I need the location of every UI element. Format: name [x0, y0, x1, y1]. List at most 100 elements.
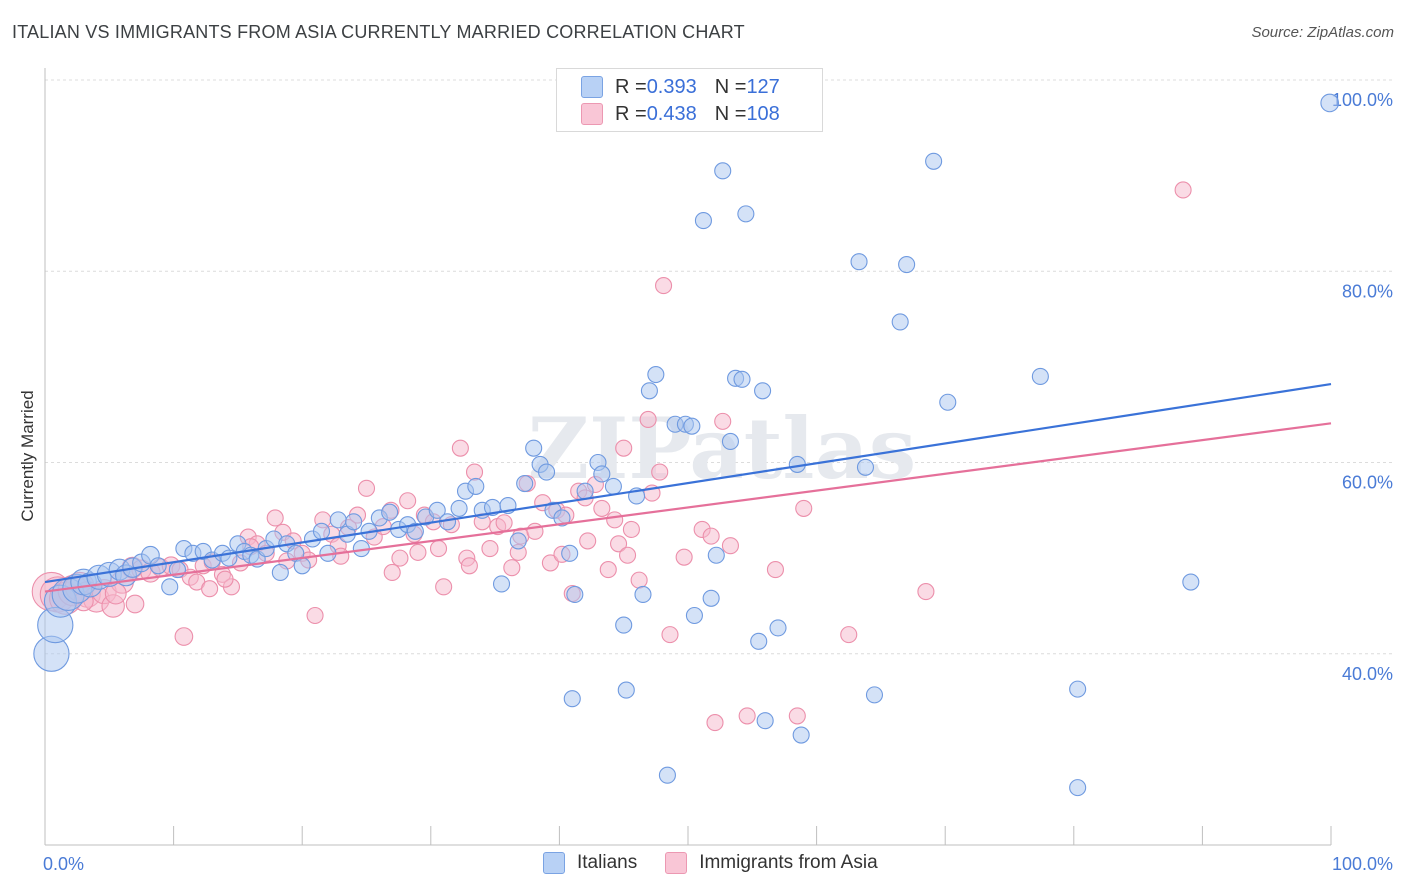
italians-point — [737, 205, 755, 223]
italians-point — [525, 439, 543, 457]
asia-point — [622, 520, 640, 538]
n-label: N = — [714, 75, 747, 98]
asia-point — [917, 583, 935, 601]
italians-point — [754, 382, 772, 400]
italians-swatch — [581, 76, 603, 98]
italians-point — [329, 511, 347, 529]
italians-point — [694, 212, 712, 230]
y-tick-label: 100.0% — [1332, 90, 1393, 110]
italians-point — [604, 477, 622, 495]
italians-point — [721, 432, 739, 451]
asia-point — [174, 627, 194, 646]
asia-point — [661, 626, 679, 644]
italians-point — [381, 503, 399, 521]
asia-point — [435, 578, 453, 596]
asia-point — [306, 606, 324, 625]
asia-point — [399, 492, 417, 510]
italians-point — [563, 690, 581, 708]
asia-point — [655, 277, 673, 295]
italians-point — [1031, 367, 1049, 385]
y-tick-label: 60.0% — [1342, 473, 1393, 493]
italians-point — [634, 585, 652, 604]
y-tick-label: 80.0% — [1342, 281, 1393, 301]
italians-point — [1069, 779, 1087, 797]
asia-point — [721, 537, 739, 555]
asia-legend-swatch — [665, 852, 688, 874]
asia-point — [481, 540, 499, 558]
asia-point — [383, 563, 401, 582]
legend-row-asia: R = 0.438 N = 108 — [581, 101, 780, 127]
italians-legend-swatch — [543, 852, 565, 874]
italians-point — [492, 575, 511, 593]
italians-point — [640, 382, 658, 400]
asia-point — [738, 707, 756, 725]
italians-point — [406, 522, 424, 540]
asia-point — [639, 410, 657, 429]
grid-layer — [45, 79, 1395, 655]
italians-point — [756, 712, 774, 730]
asia-point — [125, 594, 145, 614]
italians-point — [312, 522, 331, 540]
legend-label-italians: Italians — [577, 852, 638, 873]
legend-label-asia: Immigrants from Asia — [699, 852, 878, 873]
asia-point — [702, 527, 720, 545]
r-label: R = — [615, 75, 647, 98]
asia-point — [651, 463, 669, 481]
asia-point — [610, 535, 628, 553]
italians-point — [516, 474, 534, 493]
italians-point — [683, 417, 701, 435]
asia-point — [391, 549, 409, 567]
italians-point — [769, 619, 787, 637]
italians-point — [702, 589, 720, 607]
italians-point — [850, 253, 868, 271]
italians-point — [750, 632, 768, 650]
legend-row-italians: R = 0.393 N = 127 — [581, 74, 780, 100]
asia-point — [606, 511, 624, 529]
r-label: R = — [615, 102, 647, 125]
italians-point — [898, 256, 916, 274]
italians-point — [1320, 93, 1340, 113]
asia-point — [675, 548, 693, 566]
italians-point — [293, 557, 311, 575]
italians-point — [345, 513, 363, 531]
n-value-italians: 127 — [746, 75, 780, 98]
asia-point — [1174, 181, 1192, 199]
asia-point — [409, 543, 427, 561]
asia-point — [503, 559, 521, 577]
italians-point — [161, 578, 179, 596]
asia-point — [429, 540, 448, 558]
y-tick-label: 40.0% — [1342, 664, 1393, 684]
asia-trend-line — [44, 422, 1332, 593]
asia-point — [615, 439, 633, 457]
asia-point — [460, 557, 478, 575]
asia-point — [465, 463, 484, 481]
italians-point — [450, 499, 468, 517]
r-value-asia: 0.438 — [646, 102, 697, 125]
italians-point — [537, 463, 556, 481]
italians-point — [271, 563, 289, 582]
italians-point — [553, 509, 571, 527]
source-label: Source: ZipAtlas.com — [1251, 24, 1394, 41]
x-tick-label-max: 100.0% — [1332, 854, 1393, 874]
asia-point — [714, 412, 732, 430]
italians-point — [566, 585, 584, 604]
italians-point — [576, 482, 594, 500]
italians-point — [561, 544, 579, 562]
italians-point — [658, 766, 676, 784]
italians-point — [685, 606, 703, 625]
italians-point — [733, 370, 751, 388]
asia-point — [599, 561, 617, 579]
italians-point — [939, 393, 957, 411]
x-tick-label-min: 0.0% — [43, 854, 84, 874]
series-legend: Italians Immigrants from Asia — [543, 852, 906, 874]
asia-point — [840, 626, 858, 644]
legend-item-italians[interactable]: Italians — [543, 852, 637, 874]
n-label: N = — [714, 102, 747, 125]
trend-layer — [44, 383, 1332, 593]
chart-title: ITALIAN VS IMMIGRANTS FROM ASIA CURRENTL… — [12, 22, 745, 42]
correlation-legend: R = 0.393 N = 127 R = 0.438 N = 108 — [556, 68, 823, 132]
r-value-italians: 0.393 — [646, 75, 697, 98]
axis-layer: 40.0% 60.0% 80.0% 100.0% 0.0% 100.0% — [43, 68, 1393, 874]
italians-point — [467, 477, 485, 495]
legend-item-asia[interactable]: Immigrants from Asia — [665, 852, 878, 874]
